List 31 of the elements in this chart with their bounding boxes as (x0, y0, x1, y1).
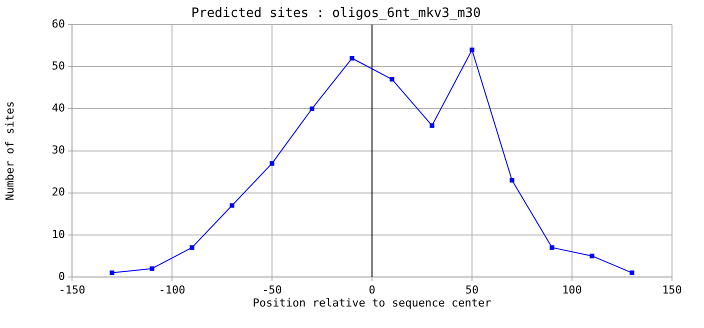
x-axis-title: Position relative to sequence center (252, 296, 492, 310)
y-axis-title: Number of sites (3, 101, 16, 200)
point (270, 161, 274, 166)
y-tick-label: 30 (52, 144, 65, 157)
point (110, 270, 114, 276)
point (430, 123, 434, 128)
x-tick-label: 0 (368, 283, 376, 296)
point (150, 266, 154, 271)
point (310, 106, 314, 111)
point (350, 56, 354, 61)
point (630, 270, 634, 276)
chart-title: Predicted sites : oligos_6nt_mkv3_m30 (191, 6, 481, 22)
x-tick-label: -50 (262, 283, 282, 296)
y-tick-label: 50 (52, 60, 65, 73)
x-tick-label: 50 (465, 283, 479, 296)
point (230, 203, 234, 208)
point (390, 77, 394, 82)
point (550, 245, 554, 250)
point (590, 254, 594, 258)
y-tick-label: 0 (58, 270, 65, 283)
y-tick-label: 10 (52, 228, 65, 241)
y-tick-label: 20 (52, 186, 65, 199)
x-tick-label: 150 (662, 283, 682, 296)
point (510, 178, 514, 183)
y-tick-label: 60 (52, 17, 65, 30)
point (190, 245, 194, 250)
x-tick-label: -150 (58, 283, 86, 296)
point (470, 48, 474, 52)
x-tick-label: -100 (158, 283, 186, 296)
x-tick-label: 100 (562, 283, 582, 296)
y-tick-label: 40 (52, 102, 65, 115)
